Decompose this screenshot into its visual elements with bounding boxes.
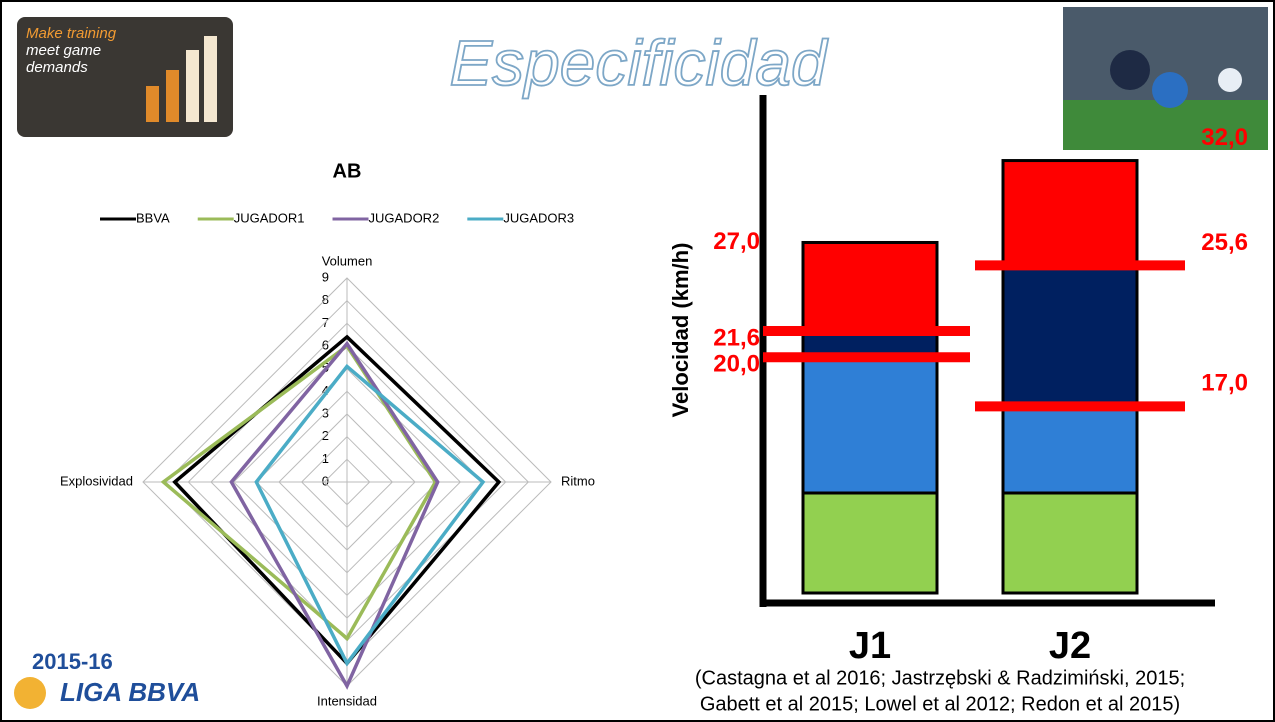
zone-low	[1003, 493, 1137, 593]
value-label: 21,6	[713, 324, 760, 351]
citation: (Castagna et al 2016; Jastrzębski & Radz…	[695, 667, 1185, 689]
y-axis-label: Velocidad (km/h)	[668, 243, 693, 418]
logo-text: Make training	[26, 25, 117, 42]
slide-title: Especificidad	[449, 27, 829, 99]
slide: Make training meet game demands Especifi…	[0, 0, 1275, 722]
x-tick-label: J1	[849, 625, 891, 667]
value-label: 32,0	[1201, 124, 1248, 151]
logo-bar	[146, 86, 159, 122]
logo-text: demands	[26, 59, 88, 76]
legend-label: JUGADOR1	[234, 210, 305, 225]
value-label: 27,0	[713, 228, 760, 255]
season: 2015-16	[32, 649, 113, 674]
r-tick-label: 9	[322, 269, 329, 284]
logo-bar	[204, 36, 217, 122]
value-label: 25,6	[1201, 229, 1248, 256]
zone	[1003, 265, 1137, 406]
league-name: LIGA BBVA	[60, 677, 200, 707]
logo-bar	[166, 70, 179, 122]
axis-label: Volumen	[322, 253, 373, 268]
zone	[803, 357, 937, 493]
photo-player	[1110, 50, 1150, 90]
axis-label: Intensidad	[317, 693, 377, 708]
legend-label: BBVA	[136, 210, 170, 225]
logo: Make training meet game demands	[17, 17, 233, 137]
league-logo	[14, 677, 46, 709]
value-label: 17,0	[1201, 370, 1248, 397]
citation: Gabett et al 2015; Lowel et al 2012; Red…	[700, 693, 1180, 715]
zone-low	[803, 493, 937, 593]
photo-player	[1218, 68, 1242, 92]
logo-text: meet game	[26, 42, 101, 59]
zone	[1003, 161, 1137, 266]
chart-title: AB	[333, 160, 362, 182]
legend-label: JUGADOR3	[503, 210, 574, 225]
axis-label: Explosividad	[60, 473, 133, 488]
zone	[803, 242, 937, 330]
x-tick-label: J2	[1049, 625, 1091, 667]
axis-label: Ritmo	[561, 473, 595, 488]
zone	[1003, 406, 1137, 493]
value-label: 20,0	[713, 351, 760, 378]
photo-player	[1152, 72, 1188, 108]
logo-bar	[186, 50, 199, 122]
legend-label: JUGADOR2	[369, 210, 440, 225]
